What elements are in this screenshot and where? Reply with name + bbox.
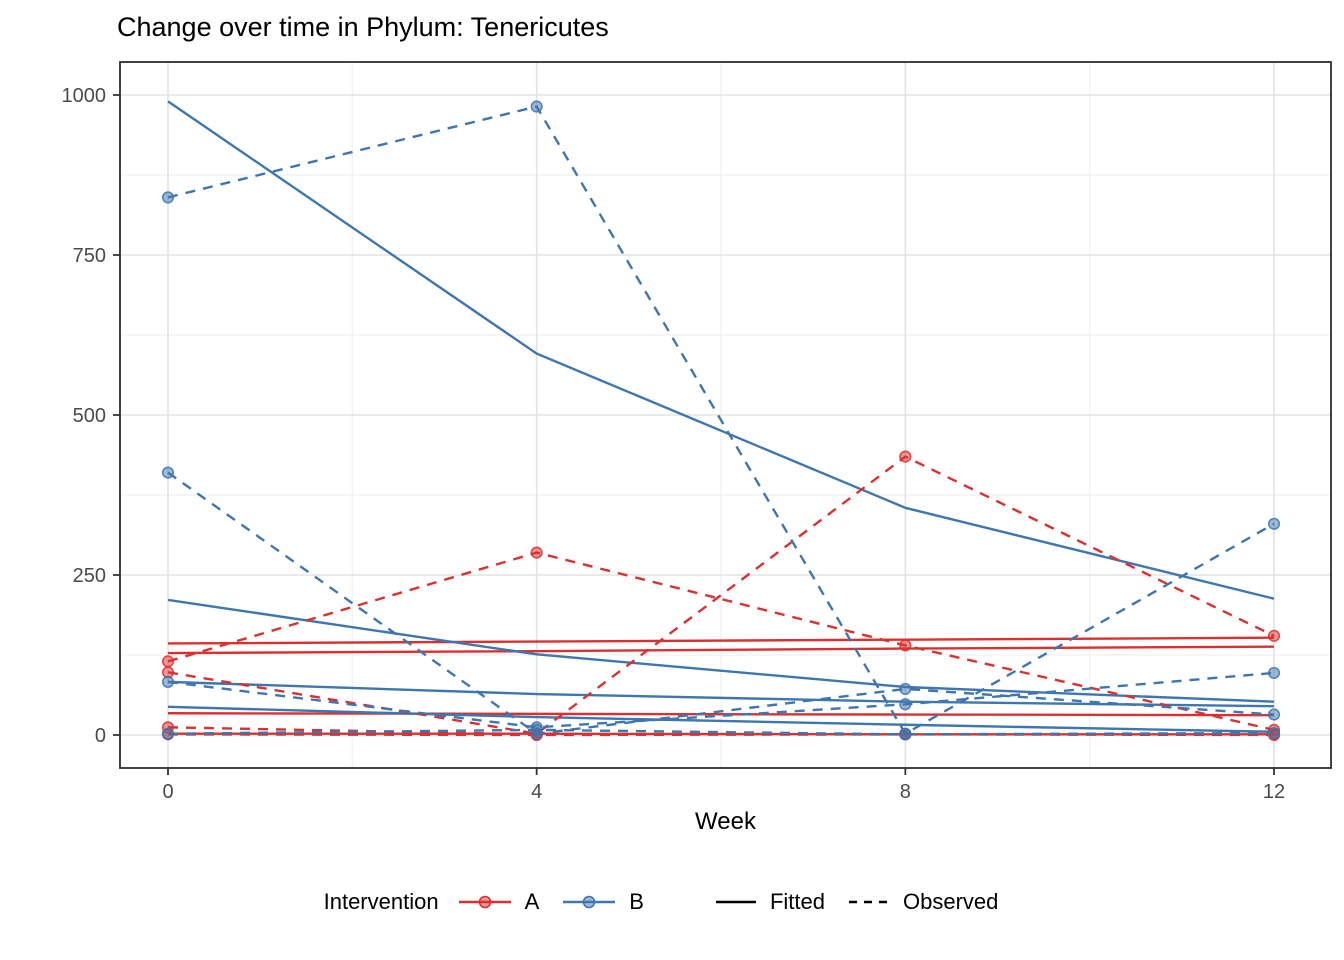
y-tick-label: 500 [73, 405, 106, 427]
fitted-line-B4 [167, 705, 1275, 733]
legend-key-b-icon [563, 895, 616, 909]
x-tick-label: 12 [1263, 781, 1285, 803]
observed-point-B2-week-8 [899, 682, 912, 696]
x-axis-title: Week [695, 808, 756, 835]
observed-point-A1-week-8 [899, 639, 912, 652]
legend-item-observed: Observed [847, 889, 998, 915]
fitted-line-B1 [167, 100, 1275, 600]
legend-item-intervention-a: A [457, 889, 540, 915]
fitted-line-A2 [167, 645, 1275, 655]
observed-point-A1-week-4 [530, 546, 543, 559]
page-title: Change over time in Phylum: Tenericutes [117, 12, 609, 42]
legend-title: Intervention [323, 889, 439, 914]
observed-point-B4-week-8 [899, 728, 912, 741]
observed-point-B3-week-0 [161, 675, 175, 688]
fitted-line-A1 [167, 636, 1275, 645]
observed-point-B4-week-4 [530, 723, 543, 736]
y-tick-label: 1000 [62, 85, 107, 107]
observed-point-B3-week-12 [1267, 666, 1281, 680]
y-tick-label: 750 [73, 245, 106, 267]
observed-line-B1 [167, 105, 1275, 736]
observed-point-A2-week-8 [899, 450, 912, 463]
observed-point-B4-week-12 [1267, 726, 1281, 740]
legend-label-observed: Observed [902, 889, 999, 914]
x-tick-label: 8 [900, 781, 911, 803]
fitted-line-B2 [167, 598, 1275, 703]
observed-point-B1-week-12 [1267, 517, 1281, 530]
y-tick-label: 0 [95, 725, 106, 747]
legend: Intervention A B Fitted [0, 889, 1344, 915]
legend-item-intervention-b: B [561, 889, 644, 915]
legend-item-fitted: Fitted [714, 889, 825, 915]
legend-label-a: A [524, 889, 540, 914]
observed-line-key-icon [848, 900, 889, 904]
x-tick-label: 4 [531, 781, 542, 803]
observed-point-A2-week-12 [1267, 629, 1281, 642]
observed-point-B1-week-4 [530, 100, 543, 113]
x-tick-label: 0 [162, 781, 173, 803]
observed-point-A1-week-0 [161, 655, 175, 668]
observed-line-A2 [167, 455, 1275, 735]
fitted-line-B3 [167, 680, 1275, 708]
observed-point-B2-week-0 [161, 466, 175, 479]
y-tick-label: 250 [73, 565, 106, 587]
legend-label-b: B [629, 889, 644, 914]
observed-point-B2-week-12 [1267, 708, 1281, 721]
fitted-line-key-icon [715, 900, 756, 904]
observed-line-B4 [167, 728, 1275, 736]
observed-point-B3-week-8 [899, 698, 912, 711]
observed-point-B4-week-0 [161, 727, 175, 740]
observed-point-B1-week-0 [161, 191, 175, 204]
fitted-line-A3 [167, 712, 1275, 717]
legend-key-a-icon [458, 895, 511, 909]
observed-line-B3 [167, 671, 1275, 729]
observed-line-B2 [167, 471, 1275, 735]
legend-label-fitted: Fitted [769, 889, 825, 914]
